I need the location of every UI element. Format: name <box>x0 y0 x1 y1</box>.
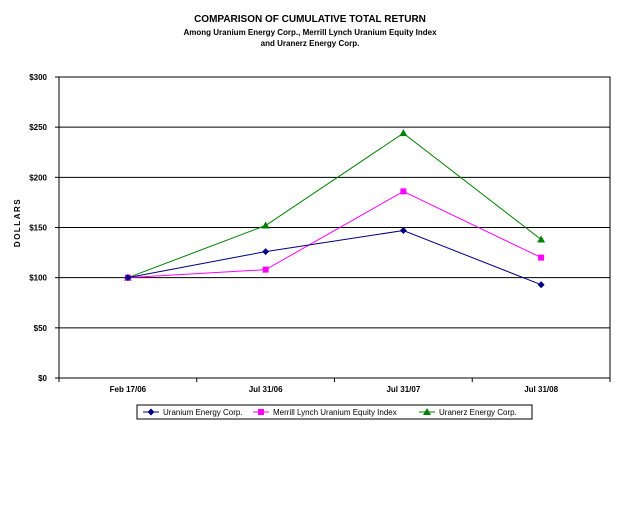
x-tick-label: Jul 31/08 <box>524 385 558 394</box>
data-point <box>262 248 270 256</box>
y-tick-label: $100 <box>29 274 47 283</box>
y-axis-ticks: $300 $250 $200 $150 $100 $50 $0 <box>29 73 59 383</box>
legend-box <box>136 404 533 420</box>
series-line <box>127 190 542 279</box>
y-tick-label: $50 <box>34 324 48 333</box>
legend: Uranium Energy Corp. Merrill Lynch Uraniu… <box>136 404 533 420</box>
y-tick-label: $0 <box>38 374 47 383</box>
x-tick-label: Feb 17/06 <box>110 385 147 394</box>
series-line <box>127 229 542 286</box>
y-tick-label: $200 <box>29 173 47 182</box>
y-tick-label: $250 <box>29 123 47 132</box>
gridlines <box>59 76 610 379</box>
y-axis-label: DOLLARS <box>13 198 22 247</box>
series-line <box>127 132 542 279</box>
data-point <box>262 266 269 273</box>
legend-label: Uranium Energy Corp. <box>163 408 243 417</box>
legend-swatch-marker <box>423 408 431 415</box>
legend-label: Uranerz Energy Corp. <box>439 408 517 417</box>
legend-swatch-marker <box>258 409 264 415</box>
data-point <box>537 235 546 243</box>
data-point <box>124 274 132 282</box>
chart-subtitle-line1: Among Uranium Energy Corp., Merrill Lync… <box>183 28 437 37</box>
x-tick-label: Jul 31/07 <box>386 385 420 394</box>
data-point <box>537 281 545 289</box>
chart-title: COMPARISON OF CUMULATIVE TOTAL RETURN <box>194 14 426 25</box>
x-tick-label: Jul 31/06 <box>249 385 283 394</box>
y-tick-label: $150 <box>29 224 47 233</box>
data-point <box>538 254 545 261</box>
data-point <box>261 221 270 229</box>
legend-swatch-marker <box>147 408 155 416</box>
series-lines <box>123 129 546 289</box>
legend-label: Merrill Lynch Uranium Equity Index <box>273 408 397 417</box>
data-point <box>399 129 408 137</box>
chart-subtitle-line2: and Uranerz Energy Corp. <box>260 39 360 48</box>
data-point <box>399 227 407 235</box>
x-axis-ticks: Feb 17/06 Jul 31/06 Jul 31/07 Jul 31/08 <box>58 378 611 394</box>
y-tick-label: $300 <box>29 73 47 82</box>
data-point <box>400 188 407 195</box>
